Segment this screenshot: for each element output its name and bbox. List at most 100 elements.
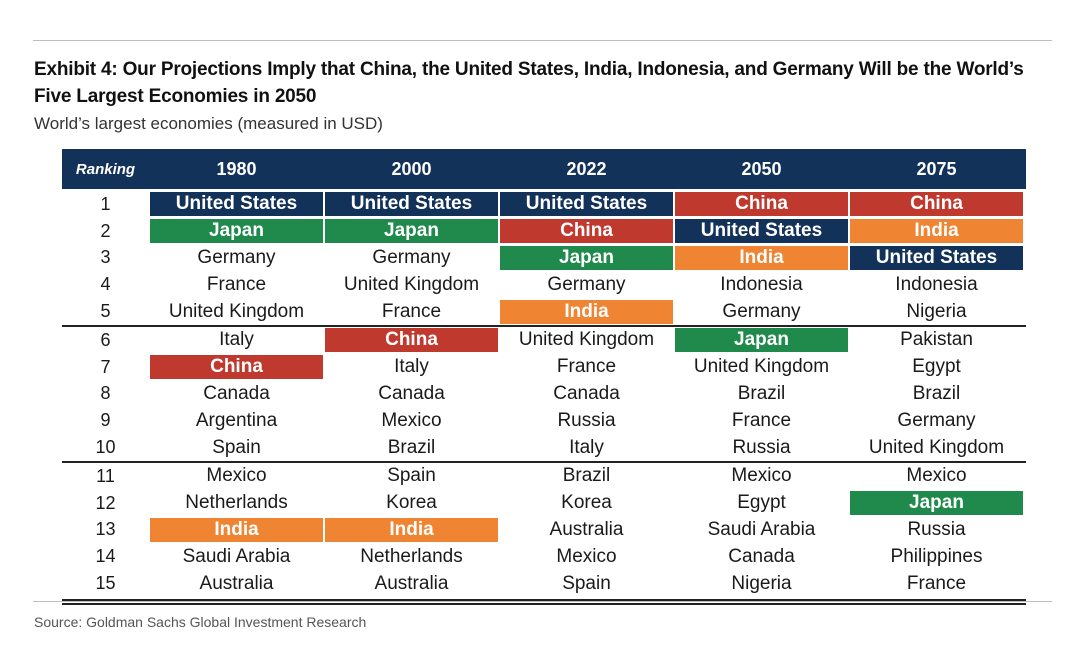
highlighted-country-cell: Japan: [500, 245, 673, 270]
bottom-rule: [33, 601, 1052, 602]
country-cell: Saudi Arabia: [707, 518, 816, 540]
rank-cell: 15: [95, 573, 116, 594]
table-row: 1 United States United States United States…: [62, 191, 1026, 218]
rank-cell: 6: [100, 329, 111, 350]
country-cell: Australia: [374, 572, 449, 594]
country-cell: Netherlands: [360, 545, 463, 567]
country-cell: France: [381, 300, 442, 322]
rank-cell: 1: [100, 193, 111, 214]
highlighted-country-cell: Japan: [150, 219, 323, 244]
country-cell: Italy: [219, 329, 254, 351]
country-cell: Canada: [378, 382, 445, 404]
country-cell: Germany: [547, 273, 626, 295]
country-cell: United Kingdom: [693, 356, 830, 378]
country-cell: Nigeria: [731, 572, 792, 594]
country-cell: Brazil: [387, 436, 436, 458]
table-row: 4 France United Kingdom Germany Indonesia Ind…: [62, 271, 1026, 298]
country-cell: Indonesia: [895, 273, 978, 295]
highlighted-country-cell: United States: [150, 192, 323, 217]
highlighted-country-cell: India: [500, 299, 673, 324]
highlighted-country-cell: Japan: [325, 219, 498, 244]
table-row: 9 Argentina Mexico Russia France Germany: [62, 407, 1026, 434]
country-cell: Germany: [197, 246, 276, 268]
country-cell: Canada: [728, 545, 795, 567]
country-cell: Mexico: [556, 545, 617, 567]
highlighted-country-cell: United States: [850, 245, 1023, 270]
table-row: 10 Spain Brazil Italy Russia United Kingdom: [62, 434, 1026, 461]
country-cell: France: [556, 356, 617, 378]
table-row: 6 Italy China United Kingdom Japan Pakistan: [62, 327, 1026, 354]
country-cell: Nigeria: [906, 300, 967, 322]
rank-cell: 12: [95, 492, 116, 513]
table-row: 5 United Kingdom France India Germany Nigeria: [62, 298, 1026, 325]
rank-cell: 5: [100, 301, 111, 322]
country-cell: Germany: [722, 300, 801, 322]
year-header: 2022: [566, 158, 607, 179]
highlighted-country-cell: United States: [675, 219, 848, 244]
country-cell: Pakistan: [900, 329, 973, 351]
country-cell: Netherlands: [185, 492, 288, 514]
highlighted-country-cell: United States: [500, 192, 673, 217]
highlighted-country-cell: India: [150, 517, 323, 542]
rank-cell: 11: [96, 465, 115, 486]
year-header: 1980: [216, 158, 257, 179]
highlighted-country-cell: China: [500, 219, 673, 244]
country-cell: United Kingdom: [518, 329, 655, 351]
country-cell: Australia: [199, 572, 274, 594]
country-cell: Brazil: [912, 382, 961, 404]
table-row: 15 Australia Australia Spain Nigeria France: [62, 570, 1026, 597]
section-divider: [62, 460, 1026, 463]
highlighted-country-cell: Japan: [850, 491, 1023, 516]
rank-cell: 8: [100, 383, 111, 404]
highlighted-country-cell: Japan: [675, 328, 848, 353]
table-row: 11 Mexico Spain Brazil Mexico Mexico: [62, 463, 1026, 490]
country-cell: Argentina: [195, 409, 278, 431]
country-cell: Russia: [907, 518, 966, 540]
rank-cell: 10: [95, 437, 116, 458]
country-cell: Canada: [203, 382, 270, 404]
country-cell: Egypt: [737, 492, 786, 514]
rank-cell: 3: [100, 247, 111, 268]
country-cell: Indonesia: [720, 273, 803, 295]
country-cell: Canada: [553, 382, 620, 404]
table-row: 8 Canada Canada Canada Brazil Brazil: [62, 381, 1026, 408]
rank-cell: 13: [95, 519, 116, 540]
table-row: 13 India India Australia Saudi Arabia Russia: [62, 517, 1026, 544]
country-cell: Australia: [549, 518, 624, 540]
chart-subtitle: World’s largest economies (measured in U…: [34, 114, 383, 133]
country-cell: Italy: [394, 356, 429, 378]
country-cell: Spain: [212, 436, 261, 458]
highlighted-country-cell: United States: [325, 192, 498, 217]
chart-title: Exhibit 4: Our Projections Imply that Ch…: [34, 59, 1024, 107]
country-cell: Korea: [386, 492, 437, 514]
source-note: Source: Goldman Sachs Global Investment …: [34, 614, 367, 630]
country-cell: France: [206, 273, 267, 295]
table-row: 14 Saudi Arabia Netherlands Mexico Canada Phi…: [62, 543, 1026, 570]
table-body: 1 United States United States United States…: [62, 191, 1026, 597]
year-header: 2000: [391, 158, 432, 179]
country-cell: Italy: [569, 436, 604, 458]
country-cell: Spain: [562, 572, 611, 594]
country-cell: Russia: [557, 409, 616, 431]
top-rule: [33, 40, 1052, 41]
country-cell: Brazil: [562, 465, 611, 487]
highlighted-country-cell: India: [325, 517, 498, 542]
country-cell: United Kingdom: [868, 436, 1005, 458]
country-cell: Spain: [387, 465, 436, 487]
rank-cell: 2: [100, 220, 111, 241]
country-cell: Mexico: [731, 465, 792, 487]
highlighted-country-cell: China: [325, 328, 498, 353]
highlighted-country-cell: China: [150, 355, 323, 380]
highlighted-country-cell: China: [675, 192, 848, 217]
rank-cell: 14: [95, 546, 116, 567]
country-cell: United Kingdom: [343, 273, 480, 295]
year-header: 2050: [741, 158, 782, 179]
country-cell: Philippines: [890, 545, 983, 567]
ranking-header: Ranking: [75, 160, 136, 178]
country-cell: Korea: [561, 492, 612, 514]
country-cell: Mexico: [906, 465, 967, 487]
economies-table: Ranking 1980 2000 2022 2050 2075 1 United Sta…: [62, 149, 1026, 605]
country-cell: Germany: [372, 246, 451, 268]
section-divider: [62, 324, 1026, 327]
country-cell: Brazil: [737, 382, 786, 404]
